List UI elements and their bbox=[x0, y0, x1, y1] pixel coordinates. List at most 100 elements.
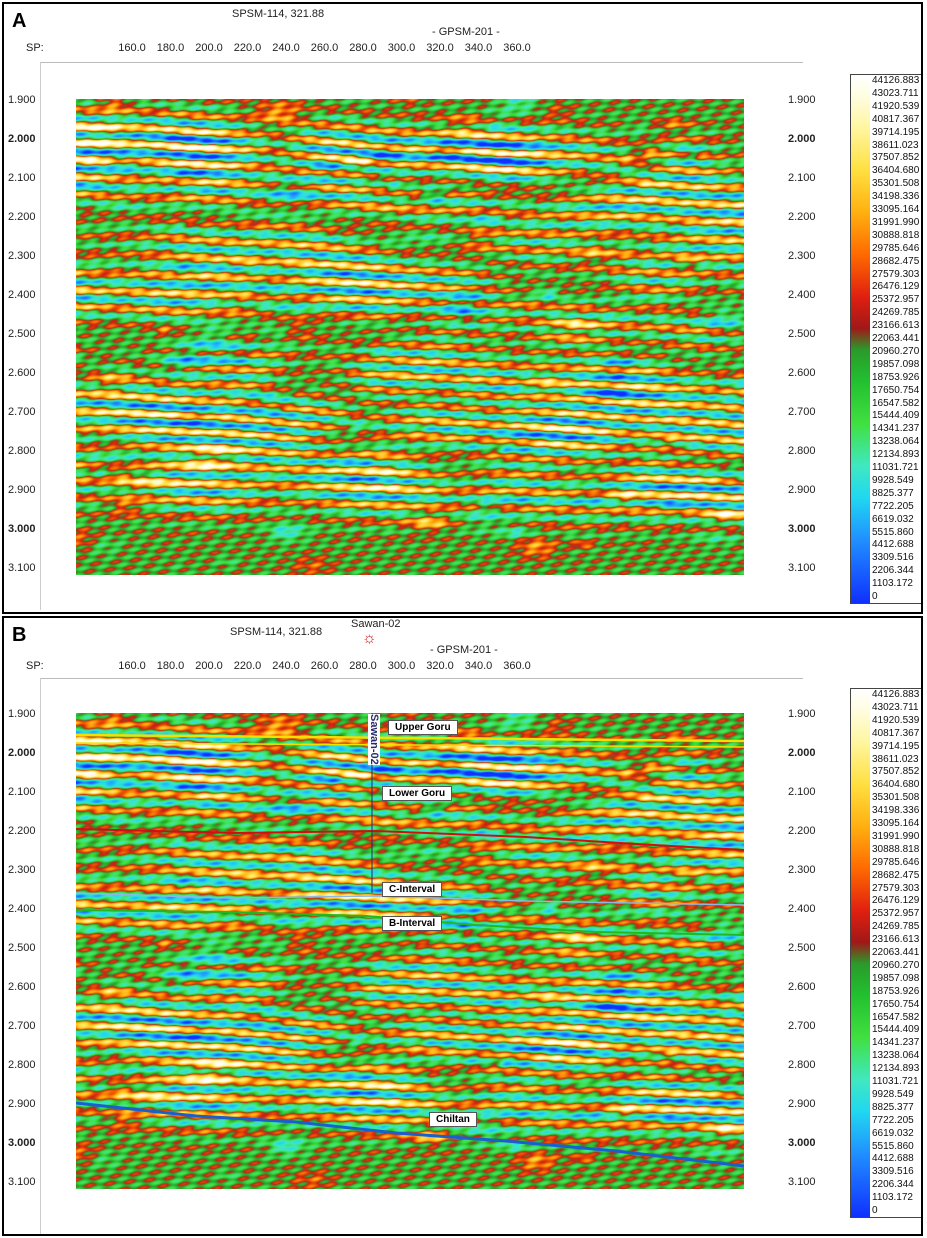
colorbar-value: 6619.032 bbox=[872, 1127, 914, 1139]
colorbar-value: 44126.883 bbox=[872, 75, 920, 86]
colorbar-value: 36404.680 bbox=[872, 165, 920, 177]
colorbar-value: 7722.205 bbox=[872, 500, 914, 512]
time-tick-label: 2.800 bbox=[788, 1059, 816, 1071]
time-tick-label: 2.200 bbox=[788, 211, 816, 223]
time-tick-label: 2.700 bbox=[8, 1020, 36, 1032]
time-tick-label: 2.000 bbox=[8, 747, 36, 759]
colorbar-value: 18753.926 bbox=[872, 371, 920, 383]
colorbar-value: 9928.549 bbox=[872, 1088, 914, 1100]
sp-tick-label: 320.0 bbox=[426, 42, 454, 54]
time-tick-label: 2.300 bbox=[788, 250, 816, 262]
colorbar-value: 12134.893 bbox=[872, 1063, 920, 1075]
well-vertical-label: Sawan-02 bbox=[368, 714, 380, 765]
time-tick-label: 2.600 bbox=[788, 367, 816, 379]
colorbar-value: 41920.539 bbox=[872, 100, 920, 112]
colorbar-value: 22063.441 bbox=[872, 333, 920, 344]
time-tick-label: 2.500 bbox=[788, 942, 816, 954]
well-name-top: Sawan-02 bbox=[351, 618, 401, 630]
horizon-upper-goru bbox=[76, 733, 744, 743]
colorbar-value: 19857.098 bbox=[872, 358, 920, 370]
colorbar-value: 28682.475 bbox=[872, 869, 920, 881]
sp-tick-label: 240.0 bbox=[272, 42, 300, 54]
horizon-overlay bbox=[76, 713, 744, 1168]
time-tick-label: 2.100 bbox=[8, 172, 36, 184]
time-tick-label: 2.900 bbox=[788, 1098, 816, 1110]
sp-tick-label: 340.0 bbox=[464, 42, 493, 54]
colorbar-value: 24269.785 bbox=[872, 921, 920, 933]
time-tick-label: 3.100 bbox=[8, 562, 36, 574]
time-tick-label: 2.900 bbox=[8, 484, 36, 496]
colorbar-value: 5515.860 bbox=[872, 1140, 914, 1152]
time-tick-label: 2.700 bbox=[8, 406, 36, 418]
colorbar-value: 11031.721 bbox=[872, 1076, 919, 1087]
colorbar-value: 15444.409 bbox=[872, 410, 920, 422]
colorbar-value: 23166.613 bbox=[872, 934, 920, 946]
sp-tick-label: 220.0 bbox=[233, 42, 262, 54]
sp-tick-label: 180.0 bbox=[156, 660, 185, 672]
colorbar-value: 18753.926 bbox=[872, 985, 920, 997]
time-tick-label: 2.000 bbox=[8, 133, 36, 145]
colorbar-value: 13238.064 bbox=[872, 1050, 920, 1062]
colorbar-value: 0 bbox=[872, 591, 878, 602]
colorbar-value: 34198.336 bbox=[872, 191, 920, 203]
colorbar-value: 5515.860 bbox=[872, 526, 914, 538]
sp-tick-label: 320.0 bbox=[426, 660, 454, 672]
sp-tick-label: 360.0 bbox=[503, 660, 531, 672]
sp-tick-label: 200.0 bbox=[195, 42, 223, 54]
colorbar-value: 35301.508 bbox=[872, 178, 920, 190]
sp-tick-label: 200.0 bbox=[195, 660, 223, 672]
horizon-c-interval bbox=[76, 892, 744, 906]
time-tick-label: 2.700 bbox=[788, 1020, 816, 1032]
colorbar-value: 6619.032 bbox=[872, 513, 914, 525]
colorbar-value: 16547.582 bbox=[872, 397, 920, 409]
sp-tick-label: 220.0 bbox=[233, 660, 262, 672]
time-tick-label: 2.600 bbox=[8, 981, 36, 993]
time-tick-label: 2.300 bbox=[8, 250, 36, 262]
time-tick-label: 1.900 bbox=[788, 94, 816, 106]
time-tick-label: 3.000 bbox=[8, 523, 36, 535]
well-top-label: SPSM-114, 321.88 bbox=[232, 8, 325, 20]
sp-tick-label: 160.0 bbox=[118, 42, 146, 54]
colorbar bbox=[850, 74, 872, 604]
colorbar-value: 12134.893 bbox=[872, 449, 920, 461]
sp-tick-label: 260.0 bbox=[310, 42, 339, 54]
time-tick-label: 2.400 bbox=[788, 289, 816, 301]
time-tick-label: 3.100 bbox=[788, 562, 816, 574]
colorbar-value: 34198.336 bbox=[872, 805, 920, 817]
time-tick-label: 2.200 bbox=[8, 825, 36, 837]
colorbar-value: 23166.613 bbox=[872, 320, 920, 332]
sp-tick-label: 300.0 bbox=[387, 660, 416, 672]
time-tick-label: 2.800 bbox=[788, 445, 816, 457]
colorbar-value: 43023.711 bbox=[872, 87, 919, 99]
time-tick-label: 2.600 bbox=[788, 981, 816, 993]
colorbar-value: 25372.957 bbox=[872, 294, 920, 306]
sp-tick-label: 240.0 bbox=[272, 660, 300, 672]
colorbar-value: 17650.754 bbox=[872, 384, 920, 396]
time-tick-label: 2.900 bbox=[8, 1098, 36, 1110]
time-tick-label: 1.900 bbox=[8, 94, 36, 106]
time-tick-label: 3.100 bbox=[8, 1176, 36, 1188]
horizon-label-c-interval: C-Interval bbox=[382, 882, 443, 897]
colorbar-value: 1103.172 bbox=[872, 1192, 913, 1204]
colorbar-value: 39714.195 bbox=[872, 740, 920, 752]
time-tick-label: 2.300 bbox=[8, 864, 36, 876]
colorbar-value: 1103.172 bbox=[872, 578, 913, 590]
colorbar-value: 29785.646 bbox=[872, 242, 920, 254]
horizon-chiltan bbox=[76, 1101, 744, 1168]
sp-tick-label: 160.0 bbox=[118, 660, 146, 672]
colorbar-value: 2206.344 bbox=[872, 565, 914, 577]
time-tick-label: 3.000 bbox=[788, 523, 816, 535]
colorbar-value: 33095.164 bbox=[872, 204, 920, 215]
colorbar-value: 22063.441 bbox=[872, 947, 920, 958]
colorbar-value: 30888.818 bbox=[872, 229, 920, 241]
colorbar-value: 9928.549 bbox=[872, 474, 914, 486]
seismic-section bbox=[76, 99, 744, 575]
axis-line bbox=[40, 678, 803, 679]
horizon-label-b-interval: B-Interval bbox=[382, 916, 443, 931]
colorbar-value: 27579.303 bbox=[872, 882, 920, 894]
time-tick-label: 2.100 bbox=[8, 786, 36, 798]
colorbar-value: 28682.475 bbox=[872, 255, 920, 267]
time-tick-label: 2.100 bbox=[788, 786, 816, 798]
time-tick-label: 2.400 bbox=[788, 903, 816, 915]
colorbar-value: 29785.646 bbox=[872, 856, 920, 868]
